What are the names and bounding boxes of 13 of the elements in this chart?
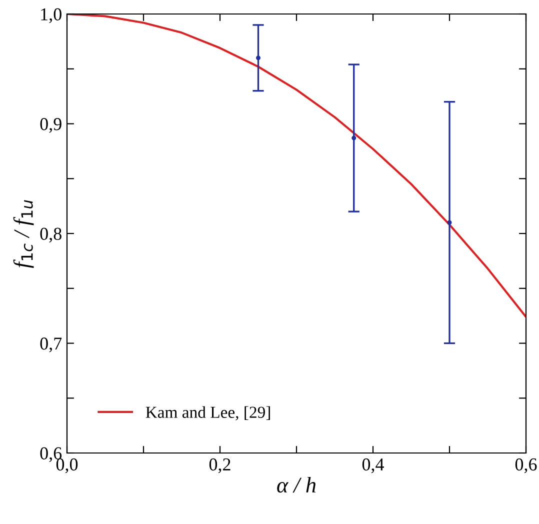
y-tick-label: 0,8 xyxy=(40,228,62,243)
point xyxy=(256,56,260,60)
point xyxy=(352,136,356,140)
y-tick-label: 0,7 xyxy=(40,338,62,352)
x-axis-title: α / h xyxy=(277,477,316,493)
x-tick-label: 0,2 xyxy=(209,458,230,474)
y-axis-title: f$_{1c}$ / f$_{1u}$ xyxy=(13,200,34,268)
point xyxy=(447,220,452,225)
x-tick-label: 0,6 xyxy=(515,458,537,474)
y-tick-label: 0,9 xyxy=(40,118,62,133)
y-tick-label: 1,0 xyxy=(41,8,62,24)
legend-label: Kam and Lee, [29] xyxy=(146,406,270,420)
x-tick-label: 0,4 xyxy=(362,458,384,474)
